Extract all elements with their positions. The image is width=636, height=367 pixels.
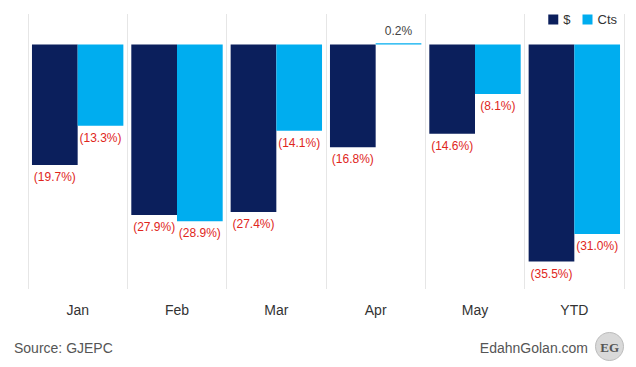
- svg-text:Apr: Apr: [365, 302, 387, 318]
- svg-text:(16.8%): (16.8%): [332, 152, 374, 166]
- svg-text:(31.0%): (31.0%): [576, 239, 618, 253]
- svg-text:(28.9%): (28.9%): [179, 226, 221, 240]
- svg-text:(8.1%): (8.1%): [480, 99, 515, 113]
- svg-text:May: May: [462, 302, 488, 318]
- svg-text:Feb: Feb: [165, 302, 189, 318]
- svg-text:(35.5%): (35.5%): [530, 267, 572, 281]
- svg-text:YTD: YTD: [560, 302, 588, 318]
- svg-text:EG: EG: [600, 340, 619, 355]
- svg-text:Jan: Jan: [66, 302, 89, 318]
- svg-text:(14.1%): (14.1%): [278, 136, 320, 150]
- svg-text:Mar: Mar: [264, 302, 288, 318]
- svg-text:(27.4%): (27.4%): [232, 217, 274, 231]
- svg-text:Source: GJEPC: Source: GJEPC: [14, 340, 113, 356]
- svg-text:(14.6%): (14.6%): [431, 139, 473, 153]
- svg-text:EdahnGolan.com: EdahnGolan.com: [480, 340, 588, 356]
- svg-text:(19.7%): (19.7%): [34, 170, 76, 184]
- svg-text:(27.9%): (27.9%): [133, 220, 175, 234]
- svg-text:Cts: Cts: [598, 12, 618, 27]
- svg-text:0.2%: 0.2%: [385, 24, 413, 38]
- svg-text:(13.3%): (13.3%): [79, 131, 121, 145]
- svg-text:$: $: [563, 12, 571, 27]
